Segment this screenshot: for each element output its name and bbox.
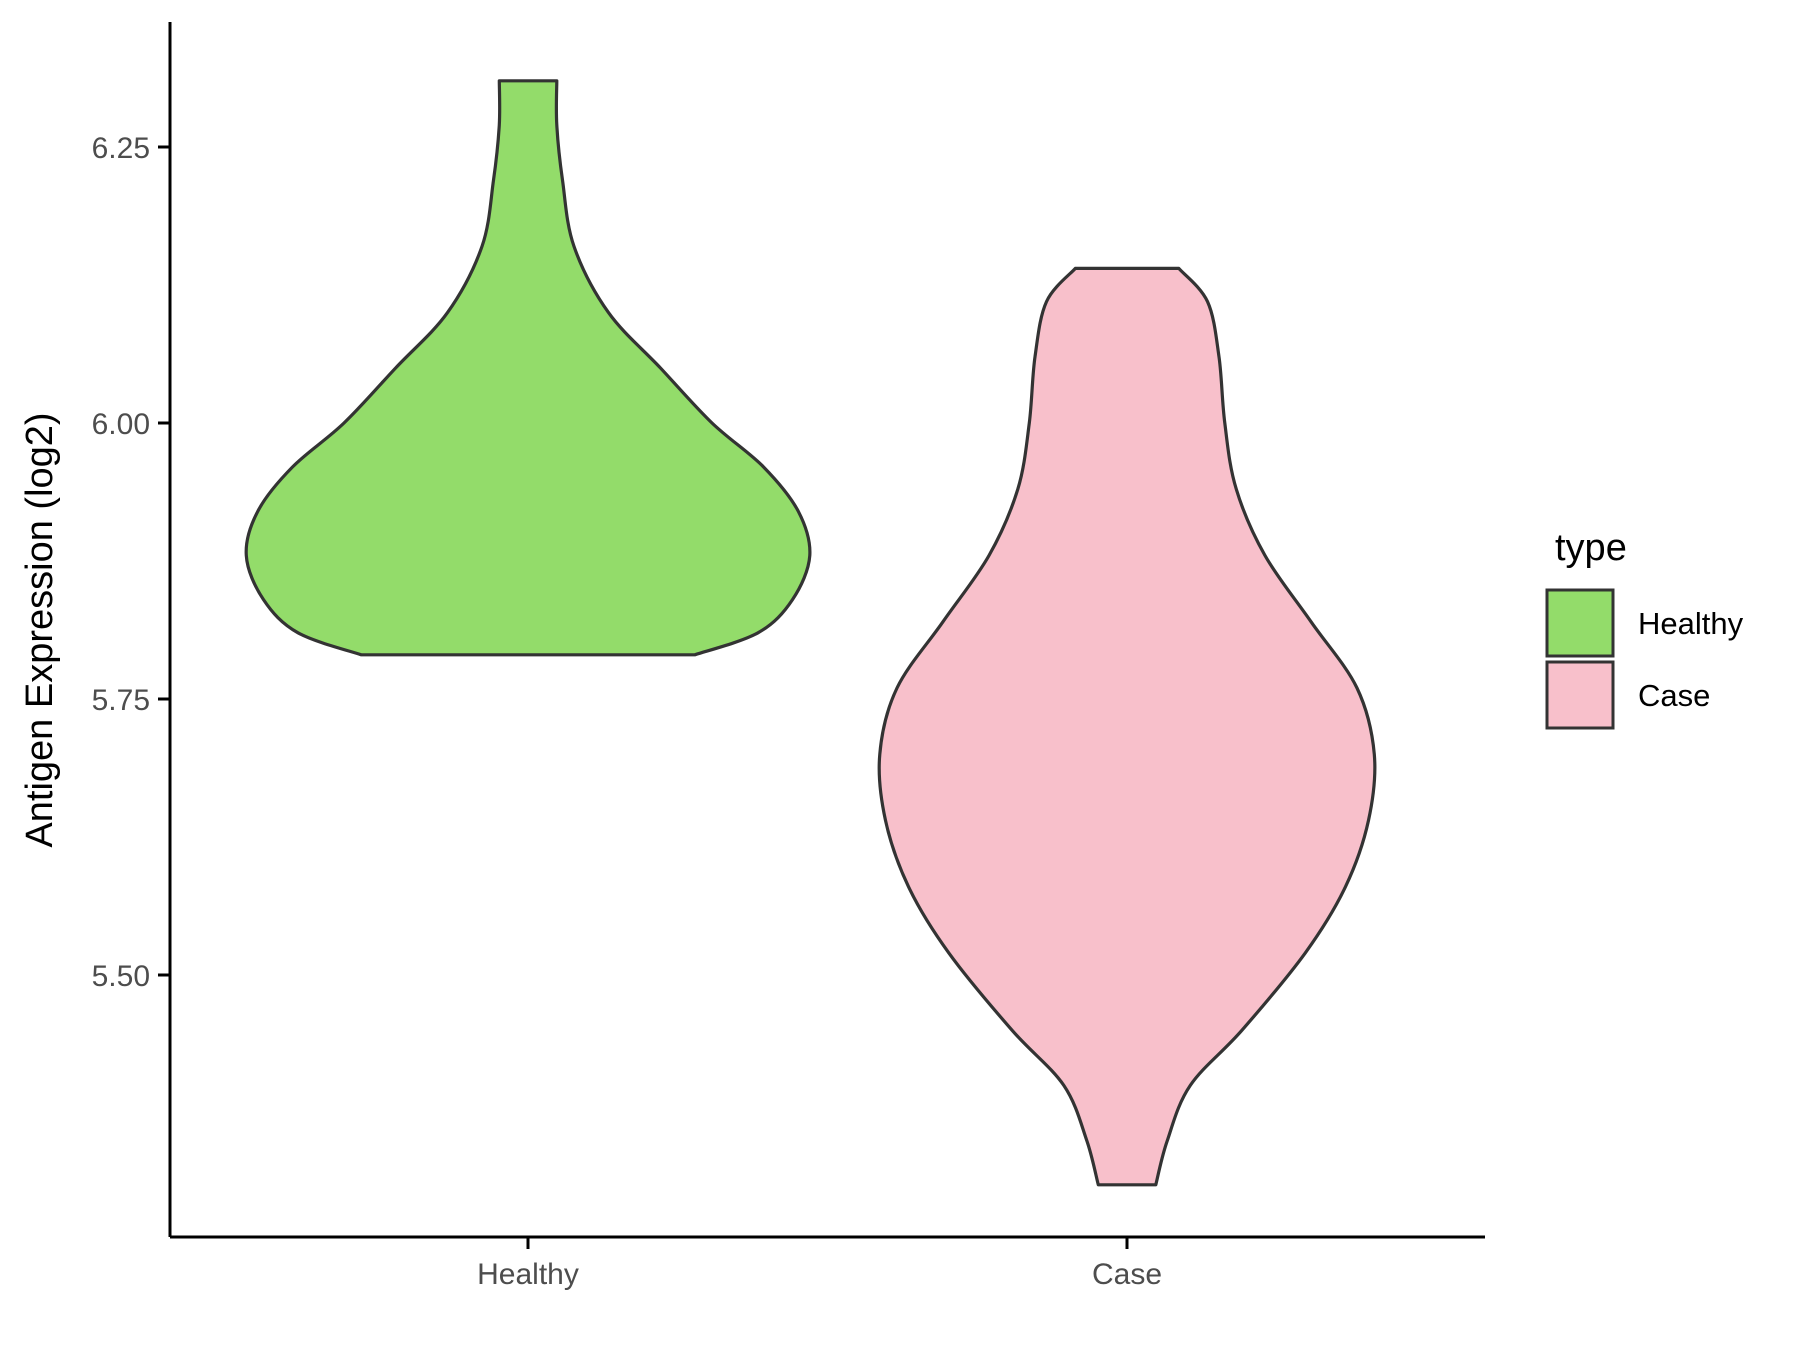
legend-swatch-case (1545, 660, 1615, 730)
y-tick-label: 6.00 (92, 408, 150, 441)
legend-swatch-healthy (1545, 588, 1615, 658)
violin-healthy (244, 79, 812, 657)
y-ticks: 5.50 5.75 6.00 6.25 (92, 132, 170, 993)
legend-title: type (1555, 527, 1627, 569)
violin-layer (244, 79, 1377, 1187)
legend-label-case: Case (1638, 678, 1710, 713)
x-ticks: Healthy Case (477, 1237, 1162, 1291)
y-tick-label: 5.75 (92, 684, 150, 717)
violin-case (877, 266, 1377, 1187)
y-axis-title: Antigen Expression (log2) (19, 412, 61, 847)
legend: type Healthy Case (1545, 527, 1744, 730)
y-tick-label: 5.50 (92, 960, 150, 993)
x-tick-label: Healthy (477, 1258, 579, 1291)
y-tick-label: 6.25 (92, 132, 150, 165)
legend-label-healthy: Healthy (1638, 606, 1744, 641)
x-tick-label: Case (1092, 1258, 1162, 1291)
